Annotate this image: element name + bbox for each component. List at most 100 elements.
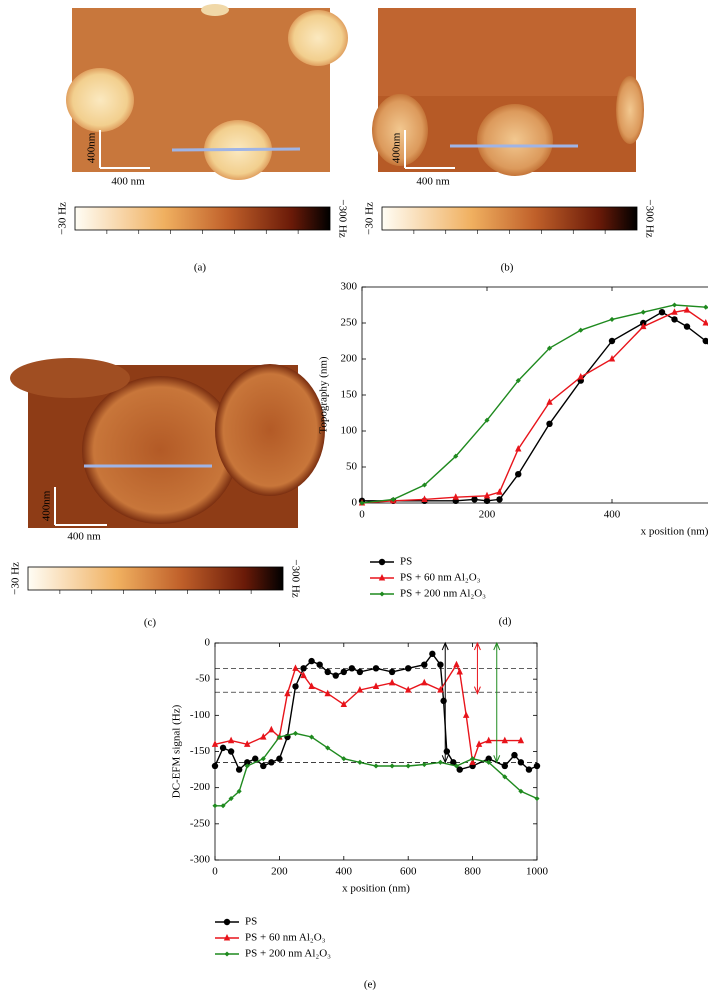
data-point bbox=[640, 309, 646, 315]
y-tick-label: 250 bbox=[341, 317, 358, 329]
data-point bbox=[486, 759, 492, 765]
data-point bbox=[453, 763, 460, 769]
data-point bbox=[359, 500, 365, 506]
x-tick-label: 0 bbox=[212, 866, 218, 878]
x-tick-label: 200 bbox=[479, 509, 496, 521]
data-point bbox=[373, 763, 379, 769]
data-point bbox=[348, 665, 356, 672]
series-line bbox=[361, 309, 708, 504]
data-point bbox=[356, 686, 364, 693]
panel-caption: (b) bbox=[501, 262, 514, 274]
y-tick-label: 0 bbox=[352, 497, 358, 509]
legend-marker bbox=[224, 951, 230, 957]
data-point bbox=[211, 740, 219, 747]
scale-bar-vertical-label: 400nm bbox=[41, 490, 53, 521]
data-point bbox=[388, 668, 396, 676]
data-point bbox=[227, 736, 235, 744]
data-point bbox=[220, 803, 226, 809]
legend-marker bbox=[378, 558, 386, 566]
data-point bbox=[533, 762, 541, 770]
panel-caption: (a) bbox=[194, 262, 207, 274]
colorbar-label-min: −30 Hz bbox=[57, 202, 69, 235]
data-point bbox=[276, 755, 283, 762]
x-tick-label: 0 bbox=[359, 509, 365, 521]
data-point bbox=[324, 668, 331, 676]
data-point bbox=[325, 745, 331, 751]
data-point bbox=[470, 756, 476, 762]
colorbar-label-min: −30 Hz bbox=[364, 202, 376, 235]
data-point bbox=[546, 398, 553, 405]
legend-label: PS + 200 nm Al₂O₃ bbox=[245, 948, 331, 960]
colorbar bbox=[74, 206, 331, 231]
data-point bbox=[515, 445, 522, 452]
data-point bbox=[485, 736, 492, 744]
colorbar bbox=[27, 566, 284, 591]
data-point bbox=[421, 761, 427, 768]
legend-label: PS + 60 nm Al₂O₃ bbox=[400, 572, 481, 584]
afm-image-a bbox=[66, 4, 348, 180]
data-point bbox=[341, 756, 347, 762]
legend-label: PS bbox=[245, 916, 257, 928]
data-point bbox=[534, 795, 540, 802]
data-point bbox=[702, 337, 708, 345]
data-point bbox=[437, 759, 443, 765]
data-point bbox=[252, 755, 259, 762]
data-point bbox=[372, 682, 380, 689]
data-point bbox=[405, 686, 412, 693]
data-point bbox=[388, 678, 396, 686]
data-point bbox=[219, 744, 227, 752]
arrow-head bbox=[441, 755, 449, 764]
y-tick-label: 50 bbox=[346, 461, 358, 473]
x-tick-label: 800 bbox=[464, 866, 481, 878]
colorbar-label-min: −30 Hz bbox=[10, 562, 22, 595]
y-axis-label: Topography (nm) bbox=[318, 356, 330, 433]
x-tick-label: 1000 bbox=[526, 866, 549, 878]
scale-bar-vertical-label: 400nm bbox=[391, 132, 403, 163]
data-point bbox=[211, 762, 219, 770]
data-point bbox=[292, 730, 299, 736]
data-point bbox=[421, 678, 428, 686]
data-point bbox=[501, 736, 508, 744]
data-point bbox=[609, 316, 615, 322]
y-tick-label: -200 bbox=[190, 781, 211, 793]
afm-image-c bbox=[10, 358, 325, 528]
data-point bbox=[456, 667, 463, 675]
legend-marker bbox=[223, 918, 231, 926]
data-point bbox=[456, 766, 463, 773]
data-point bbox=[437, 686, 444, 693]
series-line bbox=[362, 311, 708, 502]
data-point bbox=[658, 309, 666, 316]
data-point bbox=[608, 355, 616, 362]
y-tick-label: 100 bbox=[341, 425, 358, 437]
data-point bbox=[268, 759, 275, 766]
plot-frame bbox=[361, 286, 708, 504]
data-point bbox=[268, 725, 275, 733]
data-point bbox=[462, 711, 470, 718]
data-point bbox=[437, 661, 444, 668]
data-point bbox=[308, 682, 315, 689]
data-point bbox=[309, 734, 315, 740]
series-line bbox=[215, 732, 538, 807]
y-axis-label: DC-EFM signal (Hz) bbox=[171, 704, 183, 798]
data-point bbox=[372, 665, 380, 672]
colorbar-label-max: −300 Hz bbox=[336, 199, 348, 237]
data-point bbox=[453, 453, 459, 459]
data-point bbox=[324, 689, 331, 697]
data-point bbox=[228, 795, 234, 802]
scale-bar-label: 400 nm bbox=[67, 531, 101, 543]
data-point bbox=[671, 302, 678, 308]
data-point bbox=[525, 766, 533, 773]
legend-marker bbox=[223, 934, 231, 941]
data-point bbox=[453, 660, 460, 668]
data-point bbox=[260, 762, 267, 770]
y-tick-label: -150 bbox=[190, 745, 211, 757]
panel-caption: (c) bbox=[144, 617, 157, 629]
arrow-head bbox=[473, 686, 481, 695]
x-axis-label: x position (nm) bbox=[641, 526, 708, 538]
data-point bbox=[502, 774, 508, 780]
data-point bbox=[450, 759, 457, 766]
data-point bbox=[356, 668, 364, 676]
data-point bbox=[292, 664, 299, 671]
